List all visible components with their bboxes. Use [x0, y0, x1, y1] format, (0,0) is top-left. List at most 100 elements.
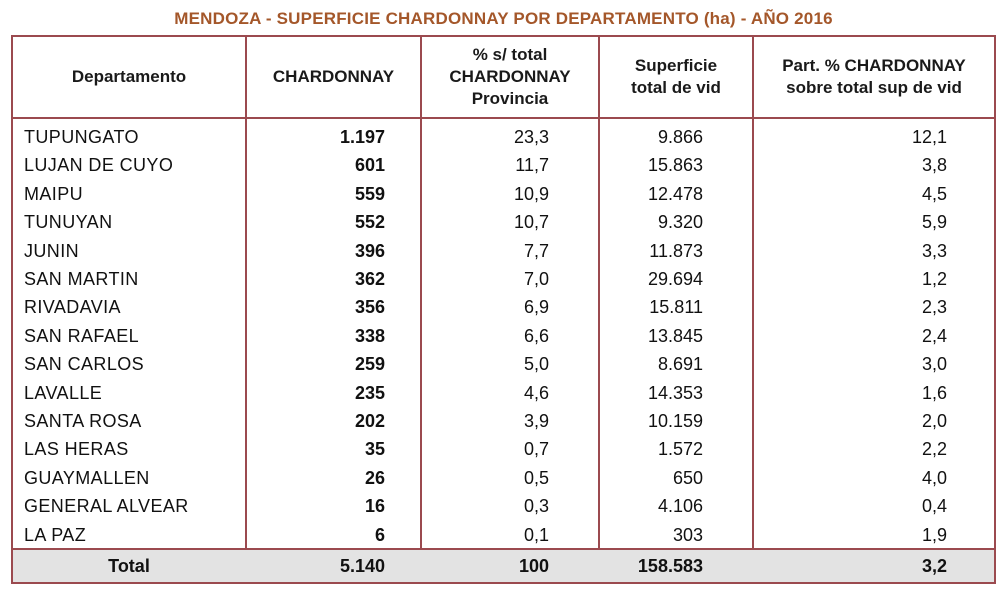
- table-row: RIVADAVIA 356 6,9 15.811 2,3: [13, 293, 994, 321]
- cell-chardonnay: 552: [354, 212, 385, 233]
- cell-pct-total: 11,7: [515, 155, 549, 176]
- table-row: SANTA ROSA 202 3,9 10.159 2,0: [13, 407, 994, 435]
- header-superficie-line-2: total de vid: [631, 78, 721, 97]
- cell-departamento: GUAYMALLEN: [24, 467, 150, 488]
- table-row: SAN CARLOS 259 5,0 8.691 3,0: [13, 350, 994, 378]
- table-title: MENDOZA - SUPERFICIE CHARDONNAY POR DEPA…: [174, 9, 833, 28]
- cell-departamento: LA PAZ: [24, 524, 87, 545]
- cell-pct-total: 10,9: [513, 183, 549, 204]
- table-row: LA PAZ 6 0,1 303 1,9: [13, 521, 994, 549]
- cell-superficie: 12.478: [647, 183, 703, 204]
- cell-participacion: 3,8: [921, 155, 947, 176]
- cell-chardonnay: 1.197: [339, 127, 385, 147]
- cell-superficie: 303: [672, 524, 703, 545]
- table-row: GUAYMALLEN 26 0,5 650 4,0: [13, 464, 994, 492]
- header-participacion-line-1: Part. % CHARDONNAY: [782, 56, 966, 75]
- header-participacion: Part. % CHARDONNAY sobre total sup de vi…: [754, 37, 994, 117]
- cell-chardonnay: 259: [354, 354, 385, 375]
- cell-pct-total: 3,9: [523, 411, 549, 431]
- cell-participacion: 3,0: [921, 354, 947, 375]
- cell-departamento: LAS HERAS: [24, 439, 129, 460]
- column-divider: [598, 37, 600, 582]
- table-row: SAN MARTIN 362 7,0 29.694 1,2: [13, 265, 994, 293]
- cell-superficie: 15.811: [649, 297, 703, 318]
- cell-chardonnay: 35: [364, 439, 385, 460]
- cell-superficie: 8.691: [657, 354, 703, 375]
- cell-chardonnay: 235: [354, 382, 385, 403]
- cell-pct-total: 0,5: [523, 467, 549, 488]
- cell-superficie: 4.106: [657, 496, 703, 517]
- table-row: LUJAN DE CUYO 601 11,7 15.863 3,8: [13, 151, 994, 179]
- column-divider: [245, 37, 247, 582]
- total-label: Total: [108, 556, 150, 576]
- cell-superficie: 14.353: [647, 382, 703, 403]
- cell-departamento: SAN RAFAEL: [24, 325, 140, 346]
- table-row: LAVALLE 235 4,6 14.353 1,6: [13, 379, 994, 407]
- cell-pct-total: 6,9: [523, 297, 549, 318]
- header-pct-total-line-2: CHARDONNAY: [449, 67, 571, 86]
- cell-superficie: 15.863: [647, 155, 703, 176]
- header-pct-total-line-1: % s/ total: [472, 45, 548, 64]
- table-header: Departamento CHARDONNAY % s/ total CHARD…: [13, 37, 994, 119]
- cell-superficie: 9.866: [657, 127, 703, 147]
- cell-pct-total: 5,0: [523, 354, 549, 375]
- cell-pct-total: 0,7: [523, 439, 549, 460]
- cell-departamento: SAN CARLOS: [24, 354, 145, 375]
- header-departamento: Departamento: [71, 67, 187, 86]
- cell-superficie: 13.845: [647, 325, 703, 346]
- cell-chardonnay: 26: [364, 467, 385, 488]
- cell-chardonnay: 202: [354, 411, 385, 431]
- cell-chardonnay: 338: [354, 325, 385, 346]
- header-superficie: Superficie total de vid: [600, 37, 752, 117]
- cell-participacion: 2,2: [921, 439, 947, 460]
- cell-pct-total: 0,3: [523, 496, 549, 517]
- total-participacion: 3,2: [921, 556, 947, 576]
- cell-participacion: 2,3: [921, 297, 947, 318]
- cell-chardonnay: 362: [354, 269, 385, 289]
- cell-participacion: 1,6: [921, 382, 947, 403]
- cell-departamento: SANTA ROSA: [24, 411, 142, 431]
- table-row: JUNIN 396 7,7 11.873 3,3: [13, 237, 994, 265]
- table-row: MAIPU 559 10,9 12.478 4,5: [13, 180, 994, 208]
- cell-participacion: 12,1: [911, 127, 947, 147]
- chardonnay-table: Departamento CHARDONNAY % s/ total CHARD…: [11, 35, 996, 584]
- cell-superficie: 11.873: [649, 240, 703, 261]
- cell-superficie: 9.320: [657, 212, 703, 233]
- cell-superficie: 650: [672, 467, 703, 488]
- cell-pct-total: 7,0: [523, 269, 549, 289]
- cell-pct-total: 23,3: [513, 127, 549, 147]
- header-pct-total: % s/ total CHARDONNAY Provincia: [422, 37, 598, 117]
- column-divider: [752, 37, 754, 582]
- cell-chardonnay: 559: [354, 183, 385, 204]
- cell-departamento: MAIPU: [24, 183, 84, 204]
- cell-pct-total: 6,6: [523, 325, 549, 346]
- cell-departamento: TUPUNGATO: [24, 127, 139, 147]
- cell-participacion: 1,9: [921, 524, 947, 545]
- header-chardonnay: CHARDONNAY: [272, 67, 395, 86]
- cell-participacion: 0,4: [921, 496, 947, 517]
- header-participacion-line-2: sobre total sup de vid: [786, 78, 962, 97]
- total-chardonnay: 5.140: [339, 556, 385, 576]
- cell-departamento: RIVADAVIA: [24, 297, 121, 318]
- cell-pct-total: 7,7: [523, 240, 549, 261]
- cell-chardonnay: 601: [354, 155, 385, 176]
- header-pct-total-line-3: Provincia: [471, 89, 549, 108]
- cell-participacion: 5,9: [921, 212, 947, 233]
- table-row: LAS HERAS 35 0,7 1.572 2,2: [13, 435, 994, 463]
- cell-chardonnay: 6: [374, 524, 385, 545]
- total-pct: 100: [518, 556, 549, 576]
- cell-pct-total: 0,1: [523, 524, 549, 545]
- table-row: SAN RAFAEL 338 6,6 13.845 2,4: [13, 322, 994, 350]
- cell-departamento: TUNUYAN: [24, 212, 113, 233]
- cell-participacion: 4,5: [921, 183, 947, 204]
- header-superficie-line-1: Superficie: [634, 56, 718, 75]
- cell-participacion: 2,4: [921, 325, 947, 346]
- cell-participacion: 2,0: [921, 411, 947, 431]
- cell-departamento: JUNIN: [24, 240, 79, 261]
- cell-participacion: 4,0: [921, 467, 947, 488]
- column-divider: [420, 37, 422, 582]
- cell-pct-total: 10,7: [513, 212, 549, 233]
- cell-departamento: LAVALLE: [24, 382, 103, 403]
- table-row: TUPUNGATO 1.197 23,3 9.866 12,1: [13, 123, 994, 151]
- table-row: TUNUYAN 552 10,7 9.320 5,9: [13, 208, 994, 236]
